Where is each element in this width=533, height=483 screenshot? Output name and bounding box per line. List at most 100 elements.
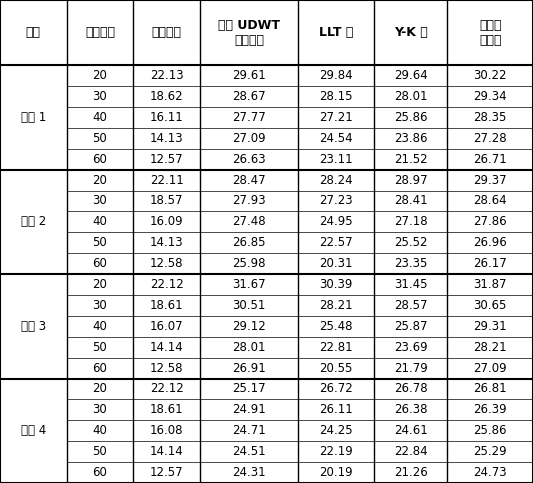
Text: 22.57: 22.57	[319, 236, 353, 249]
Text: 26.63: 26.63	[232, 153, 266, 166]
Text: 24.31: 24.31	[232, 466, 266, 479]
Text: 18.61: 18.61	[150, 299, 183, 312]
Text: 18.62: 18.62	[150, 90, 183, 103]
Text: 24.25: 24.25	[319, 424, 353, 437]
Text: 22.11: 22.11	[150, 173, 183, 186]
Text: 25.29: 25.29	[473, 445, 507, 458]
Text: 26.11: 26.11	[319, 403, 353, 416]
Text: 27.09: 27.09	[473, 362, 507, 375]
Text: 基于 UDWT
的阀値法: 基于 UDWT 的阀値法	[218, 19, 280, 46]
Text: 26.78: 26.78	[394, 383, 427, 396]
Text: 20: 20	[93, 383, 107, 396]
Text: 24.95: 24.95	[319, 215, 353, 228]
Text: 16.08: 16.08	[150, 424, 183, 437]
Text: 50: 50	[93, 445, 107, 458]
Text: 24.51: 24.51	[232, 445, 266, 458]
Text: 14.14: 14.14	[150, 341, 183, 354]
Text: 27.21: 27.21	[319, 111, 353, 124]
Text: 27.77: 27.77	[232, 111, 266, 124]
Text: 40: 40	[93, 320, 107, 333]
Text: 12.58: 12.58	[150, 362, 183, 375]
Text: Y-K 法: Y-K 法	[394, 26, 427, 39]
Text: 31.87: 31.87	[473, 278, 507, 291]
Text: 26.38: 26.38	[394, 403, 427, 416]
Text: 27.09: 27.09	[232, 132, 266, 145]
Text: 28.01: 28.01	[232, 341, 266, 354]
Text: 30.22: 30.22	[473, 69, 507, 82]
Text: 图像: 图像	[26, 26, 41, 39]
Text: 27.86: 27.86	[473, 215, 507, 228]
Text: 18.61: 18.61	[150, 403, 183, 416]
Text: 图像 3: 图像 3	[21, 320, 46, 333]
Text: 18.57: 18.57	[150, 195, 183, 208]
Text: 30: 30	[93, 299, 107, 312]
Text: 24.73: 24.73	[473, 466, 507, 479]
Text: 20.55: 20.55	[320, 362, 353, 375]
Text: 29.61: 29.61	[232, 69, 266, 82]
Text: 30.51: 30.51	[232, 299, 266, 312]
Text: 26.96: 26.96	[473, 236, 507, 249]
Text: 12.58: 12.58	[150, 257, 183, 270]
Text: 24.71: 24.71	[232, 424, 266, 437]
Text: 28.24: 28.24	[319, 173, 353, 186]
Text: 24.91: 24.91	[232, 403, 266, 416]
Text: 噪声方差: 噪声方差	[85, 26, 115, 39]
Text: 22.19: 22.19	[319, 445, 353, 458]
Text: 23.69: 23.69	[394, 341, 427, 354]
Text: 27.48: 27.48	[232, 215, 266, 228]
Text: 27.93: 27.93	[232, 195, 266, 208]
Text: 29.34: 29.34	[473, 90, 507, 103]
Text: 22.84: 22.84	[394, 445, 427, 458]
Text: 22.12: 22.12	[150, 383, 183, 396]
Text: 本发明
实施例: 本发明 实施例	[479, 19, 502, 46]
Text: 20: 20	[93, 278, 107, 291]
Text: 30: 30	[93, 403, 107, 416]
Text: 50: 50	[93, 236, 107, 249]
Text: 26.81: 26.81	[473, 383, 507, 396]
Text: 50: 50	[93, 341, 107, 354]
Text: LLT 法: LLT 法	[319, 26, 353, 39]
Text: 27.23: 27.23	[319, 195, 353, 208]
Text: 噪声图像: 噪声图像	[151, 26, 182, 39]
Text: 图像 1: 图像 1	[21, 111, 46, 124]
Text: 29.64: 29.64	[394, 69, 427, 82]
Text: 28.15: 28.15	[320, 90, 353, 103]
Text: 28.41: 28.41	[394, 195, 427, 208]
Text: 60: 60	[93, 466, 107, 479]
Text: 28.01: 28.01	[394, 90, 427, 103]
Text: 27.28: 27.28	[473, 132, 507, 145]
Text: 22.13: 22.13	[150, 69, 183, 82]
Text: 20.19: 20.19	[319, 466, 353, 479]
Text: 31.67: 31.67	[232, 278, 266, 291]
Text: 图像 2: 图像 2	[21, 215, 46, 228]
Text: 28.35: 28.35	[473, 111, 507, 124]
Text: 29.84: 29.84	[319, 69, 353, 82]
Text: 图像 4: 图像 4	[21, 424, 46, 437]
Text: 12.57: 12.57	[150, 466, 183, 479]
Text: 25.52: 25.52	[394, 236, 427, 249]
Text: 40: 40	[93, 424, 107, 437]
Text: 30: 30	[93, 90, 107, 103]
Text: 25.98: 25.98	[232, 257, 266, 270]
Text: 28.97: 28.97	[394, 173, 427, 186]
Text: 14.13: 14.13	[150, 132, 183, 145]
Text: 20.31: 20.31	[320, 257, 353, 270]
Text: 28.21: 28.21	[319, 299, 353, 312]
Text: 28.67: 28.67	[232, 90, 266, 103]
Text: 23.35: 23.35	[394, 257, 427, 270]
Text: 31.45: 31.45	[394, 278, 427, 291]
Text: 26.85: 26.85	[232, 236, 266, 249]
Text: 21.26: 21.26	[394, 466, 427, 479]
Text: 26.71: 26.71	[473, 153, 507, 166]
Text: 20: 20	[93, 69, 107, 82]
Text: 24.54: 24.54	[319, 132, 353, 145]
Text: 14.14: 14.14	[150, 445, 183, 458]
Text: 28.64: 28.64	[473, 195, 507, 208]
Text: 60: 60	[93, 257, 107, 270]
Text: 26.17: 26.17	[473, 257, 507, 270]
Text: 60: 60	[93, 153, 107, 166]
Text: 30: 30	[93, 195, 107, 208]
Text: 12.57: 12.57	[150, 153, 183, 166]
Text: 25.87: 25.87	[394, 320, 427, 333]
Text: 29.37: 29.37	[473, 173, 507, 186]
